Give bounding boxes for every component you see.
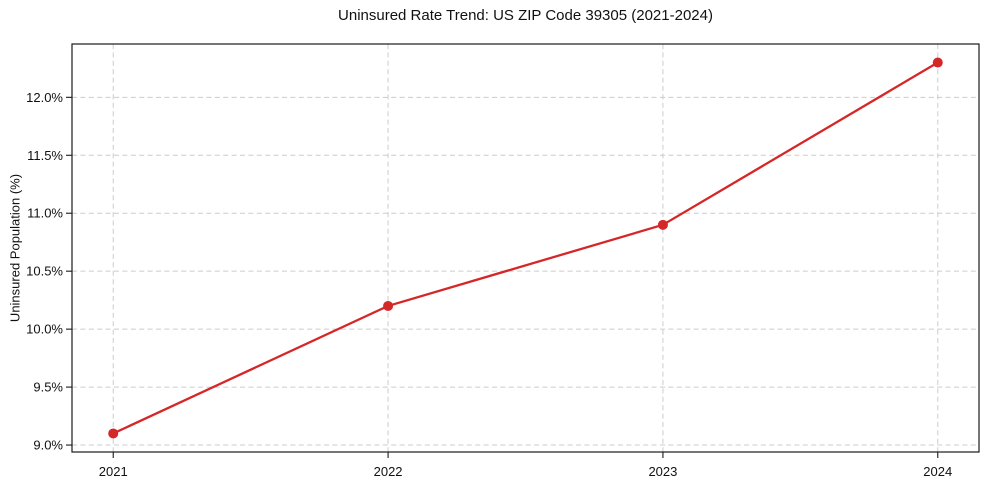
data-point-marker	[383, 300, 394, 311]
plot-border	[71, 43, 980, 453]
x-axis-tick-label: 2021	[99, 464, 128, 479]
trend-line	[112, 61, 939, 435]
y-axis-tick-label: 11.5%	[27, 148, 63, 163]
chart-title: Uninsured Rate Trend: US ZIP Code 39305 …	[338, 7, 713, 24]
y-axis-tick-label: 11.0%	[27, 206, 63, 221]
y-axis-tick-label: 12.0%	[26, 90, 63, 105]
y-axis-tick-label: 10.5%	[26, 264, 63, 279]
y-axis-tick-label: 9.0%	[33, 438, 63, 453]
y-axis-tick-label: 10.0%	[26, 322, 63, 337]
data-point-marker	[657, 219, 668, 230]
x-axis-tick-label: 2023	[648, 464, 677, 479]
data-point-marker	[108, 428, 119, 439]
x-axis-tick-label: 2024	[923, 464, 952, 479]
x-axis-tick-label: 2022	[374, 464, 403, 479]
y-axis-tick-label: 9.5%	[33, 380, 63, 395]
data-point-marker	[932, 57, 943, 68]
plot-area-background	[72, 44, 979, 452]
